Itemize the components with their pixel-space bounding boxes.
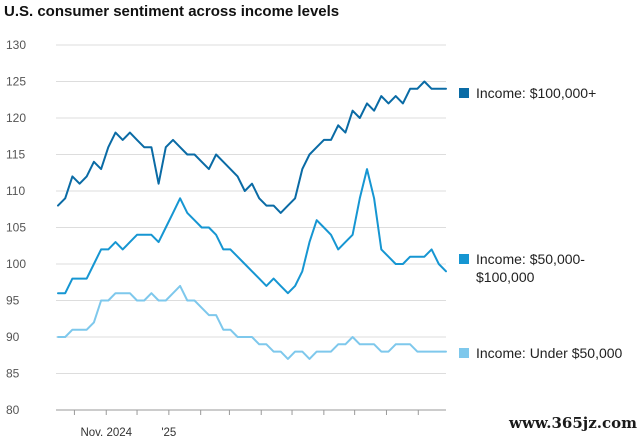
y-tick-label: 115 <box>6 148 25 162</box>
legend-label: Income: $100,000+ <box>476 85 596 101</box>
legend-swatch <box>459 254 469 264</box>
y-axis-ticks: 80 85 90 95 100 105 110 115 120 125 130 <box>6 38 26 417</box>
y-tick-label: 105 <box>6 221 26 235</box>
legend: Income: $100,000+ Income: $50,000-$100,00… <box>459 85 623 361</box>
legend-swatch <box>459 348 469 358</box>
y-tick-label: 90 <box>6 330 20 344</box>
series-line <box>57 168 447 295</box>
legend-label: Income: Under $50,000 <box>476 345 623 361</box>
series-line <box>57 80 447 214</box>
grid <box>56 44 446 411</box>
y-tick-label: 85 <box>6 367 20 381</box>
series-lines <box>57 80 447 360</box>
x-axis: Nov. 2024 '25 <box>73 410 419 439</box>
y-tick-label: 100 <box>6 257 26 271</box>
y-tick-label: 130 <box>6 38 26 52</box>
x-tick-label: '25 <box>161 427 176 439</box>
legend-swatch <box>459 88 469 98</box>
watermark: www.365jz.com <box>509 414 637 432</box>
y-tick-label: 95 <box>6 294 20 308</box>
y-tick-label: 110 <box>6 184 25 198</box>
chart-title: U.S. consumer sentiment across income le… <box>4 3 340 20</box>
y-tick-label: 120 <box>6 111 26 125</box>
legend-label: Income: $50,000-$100,000 <box>476 251 585 285</box>
series-line <box>57 284 447 360</box>
y-tick-label: 125 <box>6 75 26 89</box>
y-tick-label: 80 <box>6 403 20 417</box>
x-tick-label: Nov. 2024 <box>80 427 132 439</box>
